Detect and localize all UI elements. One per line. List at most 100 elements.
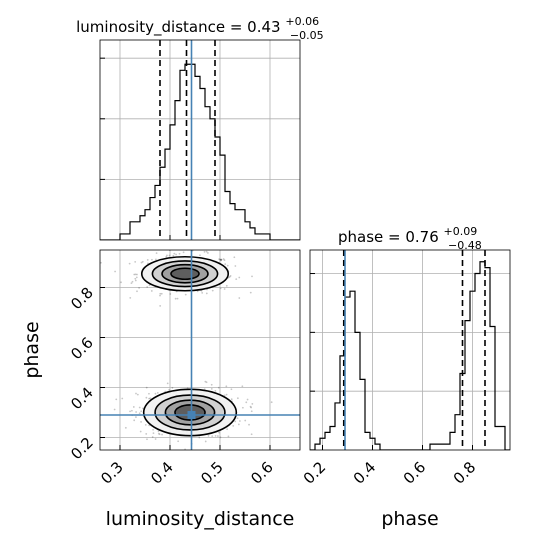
- joint-xtick-label: 0.3: [97, 458, 127, 488]
- hist-ld-bin: [200, 88, 205, 240]
- joint-sample-point: [250, 406, 253, 409]
- joint-frame: [99, 249, 301, 451]
- hist-phase-bin: [320, 438, 325, 450]
- joint-sample-point: [120, 281, 122, 284]
- joint-sample-point: [234, 420, 237, 423]
- joint-sample-point: [220, 259, 223, 262]
- joint-sample-point: [157, 432, 160, 435]
- joint-sample-point: [219, 258, 222, 261]
- hist-phase-bin: [375, 444, 380, 450]
- joint-sample-point: [136, 290, 138, 293]
- joint-sample-point: [151, 436, 154, 438]
- joint-sample-point: [133, 419, 136, 422]
- joint-sample-point: [250, 433, 253, 436]
- joint-sample-point: [244, 419, 247, 422]
- joint-contour-line: [161, 263, 209, 284]
- hist-ld-frame: [99, 39, 301, 241]
- hist-ld-bin: [265, 234, 270, 240]
- hist-ld-bin: [130, 222, 135, 240]
- joint-sample-point: [131, 280, 134, 283]
- joint-ytick-label: 0.2: [67, 434, 97, 464]
- joint-sample-point: [114, 270, 116, 273]
- joint-sample-point: [204, 440, 207, 443]
- joint-sample-point: [159, 305, 162, 307]
- joint-sample-point: [151, 258, 153, 261]
- joint-sample-point: [201, 292, 204, 294]
- joint-sample-point: [230, 398, 233, 401]
- joint-sample-point: [175, 253, 177, 256]
- joint-sample-point: [134, 279, 137, 282]
- joint-sample-point: [144, 423, 147, 426]
- hist-ld-bins: [100, 40, 300, 240]
- joint-sample-point: [166, 254, 168, 257]
- title-phase-sup: +0.09: [444, 225, 478, 238]
- joint-sample-point: [225, 393, 228, 396]
- joint-sample-point: [205, 292, 208, 295]
- hist-ld-bin: [235, 210, 240, 240]
- hist-phase-bin: [315, 444, 320, 450]
- joint-sample-point: [145, 386, 148, 389]
- joint-sample-point: [135, 276, 138, 279]
- joint-sample-point: [135, 416, 137, 418]
- joint-sample-point: [206, 252, 209, 254]
- hist-phase-xtick-label: 0.2: [300, 458, 330, 488]
- joint-sample-point: [148, 392, 150, 395]
- joint-sample-point: [198, 436, 201, 439]
- joint-sample-point: [171, 386, 174, 389]
- hist-ld-bin: [140, 216, 145, 240]
- hist-phase-bin: [475, 274, 480, 450]
- joint-sample-point: [152, 428, 155, 431]
- joint-sample-point: [169, 293, 172, 295]
- joint-sample-point: [232, 424, 235, 427]
- histogram-luminosity-distance: [99, 39, 301, 241]
- title-phase-sub: −0.48: [448, 239, 482, 252]
- joint-truth-marker: [187, 411, 196, 419]
- hist-phase-hist-outline: [310, 261, 510, 450]
- joint-sample-point: [138, 412, 141, 415]
- hist-phase-bin: [365, 432, 370, 450]
- joint-sample-point: [217, 386, 220, 389]
- joint-sample-point: [121, 397, 124, 400]
- joint-sample-point: [230, 388, 233, 391]
- joint-sample-point: [205, 381, 208, 384]
- joint-sample-point: [222, 258, 225, 260]
- title-luminosity-distance: luminosity_distance = 0.43 +0.06 −0.05: [76, 11, 324, 42]
- hist-ld-bin: [240, 210, 245, 240]
- joint-sample-point: [199, 254, 201, 257]
- joint-sample-point: [174, 242, 176, 244]
- histogram-phase: 0.2 0.4 0.6 0.8: [300, 249, 511, 488]
- joint-contour-line: [140, 255, 230, 292]
- title-phase: phase = 0.76 +0.09 −0.48: [338, 221, 482, 252]
- joint-panel-luminosity-distance-phase: 0.3 0.4 0.5 0.6 0.2 0.4 0.6 0.8: [67, 242, 301, 488]
- joint-sample-point: [178, 252, 181, 255]
- joint-sample-point: [225, 385, 228, 388]
- joint-sample-point: [146, 258, 149, 261]
- joint-sample-point: [115, 398, 118, 401]
- joint-sample-point: [154, 392, 157, 395]
- hist-phase-bin: [455, 415, 460, 450]
- hist-ld-hist-outline: [100, 63, 300, 240]
- joint-ytick-label: 0.8: [67, 284, 97, 314]
- joint-sample-point: [148, 397, 151, 400]
- joint-sample-point: [204, 380, 207, 383]
- joint-sample-point: [160, 292, 163, 295]
- joint-sample-point: [251, 275, 253, 278]
- joint-sample-point: [124, 426, 127, 429]
- joint-sample-point: [140, 421, 142, 423]
- hist-ld-bin: [225, 192, 230, 240]
- joint-sample-point: [146, 286, 149, 288]
- joint-sample-point: [113, 408, 116, 411]
- hist-phase-bin: [490, 326, 495, 450]
- hist-ld-bin: [260, 234, 265, 240]
- joint-sample-point: [159, 294, 161, 297]
- joint-sample-point: [214, 390, 217, 392]
- hist-ld-bin: [175, 101, 180, 240]
- hist-phase-xtick-label: 0.8: [450, 458, 480, 488]
- joint-sample-point: [235, 278, 238, 281]
- joint-sample-point: [129, 410, 131, 413]
- joint-sample-point: [173, 252, 176, 255]
- hist-ld-bin: [255, 234, 260, 240]
- hist-ld-bin: [170, 125, 175, 240]
- joint-sample-point: [174, 297, 177, 300]
- joint-sample-point: [214, 434, 217, 437]
